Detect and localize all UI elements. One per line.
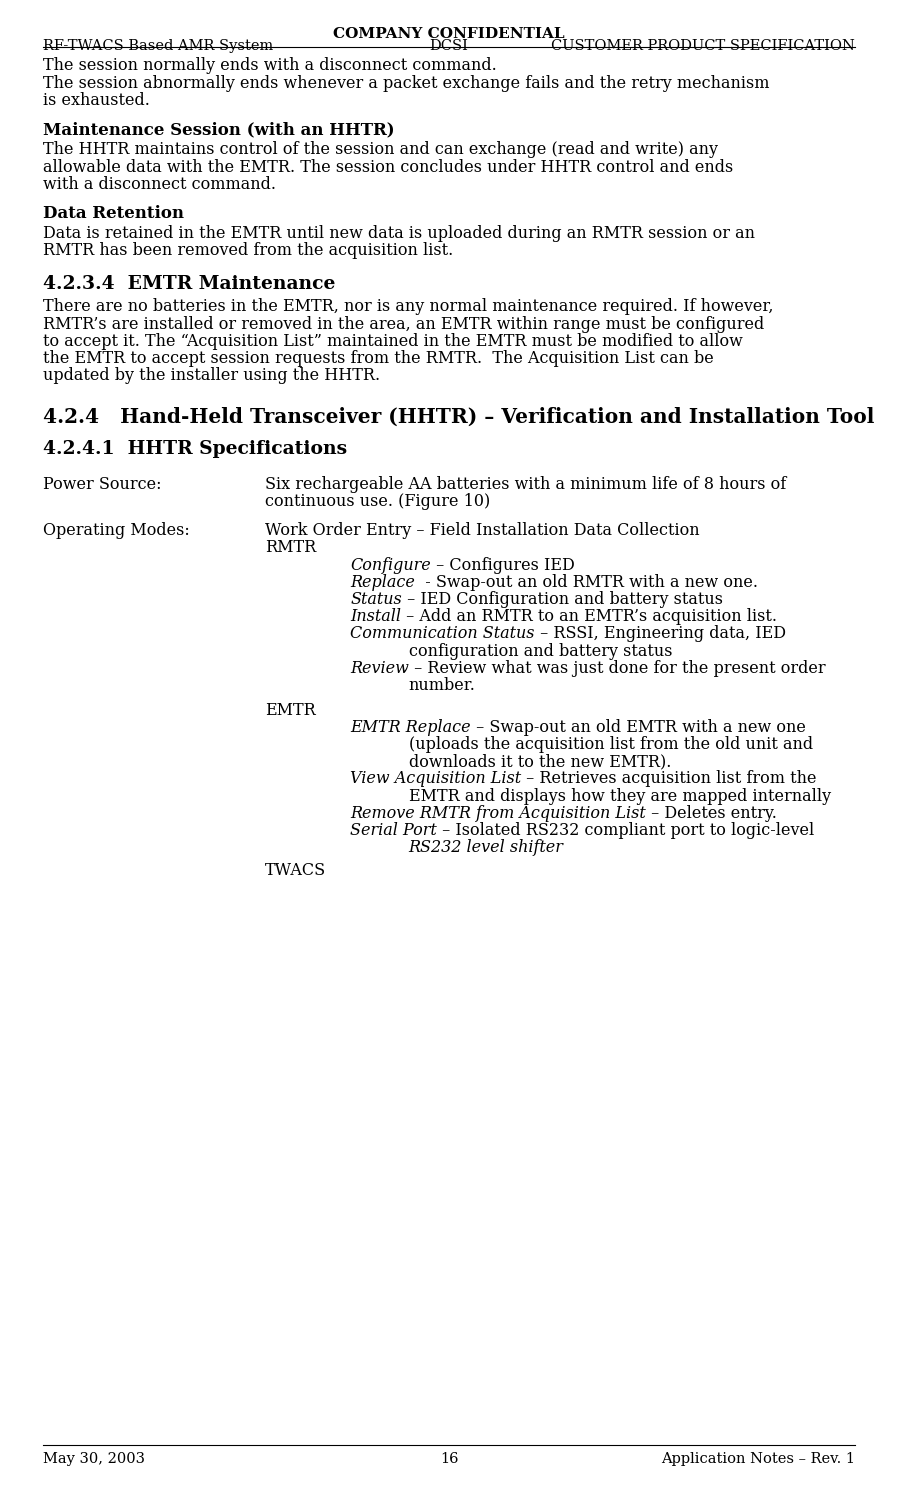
Text: - Swap-out an old RMTR with a new one.: - Swap-out an old RMTR with a new one.	[415, 573, 758, 591]
Text: 4.2.4   Hand-Held Transceiver (HHTR) – Verification and Installation Tool: 4.2.4 Hand-Held Transceiver (HHTR) – Ver…	[43, 407, 875, 426]
Text: View Acquisition List: View Acquisition List	[350, 770, 522, 787]
Text: Data is retained in the EMTR until new data is uploaded during an RMTR session o: Data is retained in the EMTR until new d…	[43, 224, 755, 242]
Text: Communication Status: Communication Status	[350, 625, 534, 642]
Text: Replace: Replace	[350, 573, 415, 591]
Text: Operating Modes:: Operating Modes:	[43, 522, 189, 539]
Text: continuous use. (Figure 10): continuous use. (Figure 10)	[265, 494, 490, 510]
Text: – Deletes entry.: – Deletes entry.	[646, 805, 777, 821]
Text: number.: number.	[409, 676, 475, 694]
Text: – Review what was just done for the present order: – Review what was just done for the pres…	[409, 660, 826, 676]
Text: 4.2.4.1  HHTR Specifications: 4.2.4.1 HHTR Specifications	[43, 440, 348, 458]
Text: – Add an RMTR to an EMTR’s acquisition list.: – Add an RMTR to an EMTR’s acquisition l…	[401, 607, 778, 625]
Text: RMTR has been removed from the acquisition list.: RMTR has been removed from the acquisiti…	[43, 242, 453, 259]
Text: The HHTR maintains control of the session and can exchange (read and write) any: The HHTR maintains control of the sessio…	[43, 142, 718, 159]
Text: Six rechargeable AA batteries with a minimum life of 8 hours of: Six rechargeable AA batteries with a min…	[265, 476, 786, 492]
Text: Maintenance Session (with an HHTR): Maintenance Session (with an HHTR)	[43, 121, 395, 138]
Text: – Retrieves acquisition list from the: – Retrieves acquisition list from the	[522, 770, 817, 787]
Text: Remove RMTR from Acquisition List: Remove RMTR from Acquisition List	[350, 805, 646, 821]
Text: Data Retention: Data Retention	[43, 205, 184, 221]
Text: The session abnormally ends whenever a packet exchange fails and the retry mecha: The session abnormally ends whenever a p…	[43, 75, 770, 91]
Text: CUSTOMER PRODUCT SPECIFICATION: CUSTOMER PRODUCT SPECIFICATION	[551, 39, 855, 52]
Text: Review: Review	[350, 660, 409, 676]
Text: DCSI: DCSI	[429, 39, 469, 52]
Text: – Swap-out an old EMTR with a new one: – Swap-out an old EMTR with a new one	[471, 720, 806, 736]
Text: is exhausted.: is exhausted.	[43, 93, 150, 109]
Text: allowable data with the EMTR. The session concludes under HHTR control and ends: allowable data with the EMTR. The sessio…	[43, 159, 734, 175]
Text: RF-TWACS Based AMR System: RF-TWACS Based AMR System	[43, 39, 273, 52]
Text: EMTR and displays how they are mapped internally: EMTR and displays how they are mapped in…	[409, 787, 831, 805]
Text: The session normally ends with a disconnect command.: The session normally ends with a disconn…	[43, 57, 497, 73]
Text: EMTR: EMTR	[265, 702, 316, 718]
Text: Configure: Configure	[350, 557, 431, 573]
Text: 16: 16	[440, 1451, 458, 1466]
Text: Status: Status	[350, 591, 402, 607]
Text: Install: Install	[350, 607, 401, 625]
Text: configuration and battery status: configuration and battery status	[409, 643, 672, 660]
Text: Serial Port: Serial Port	[350, 823, 437, 839]
Text: – IED Configuration and battery status: – IED Configuration and battery status	[402, 591, 723, 607]
Text: – RSSI, Engineering data, IED: – RSSI, Engineering data, IED	[534, 625, 786, 642]
Text: There are no batteries in the EMTR, nor is any normal maintenance required. If h: There are no batteries in the EMTR, nor …	[43, 299, 773, 316]
Text: – Isolated RS232 compliant port to logic-level: – Isolated RS232 compliant port to logic…	[437, 823, 814, 839]
Text: Work Order Entry – Field Installation Data Collection: Work Order Entry – Field Installation Da…	[265, 522, 700, 539]
Text: TWACS: TWACS	[265, 862, 326, 880]
Text: RS232 level shifter: RS232 level shifter	[409, 839, 563, 856]
Text: May 30, 2003: May 30, 2003	[43, 1451, 145, 1466]
Text: to accept it. The “Acquisition List” maintained in the EMTR must be modified to : to accept it. The “Acquisition List” mai…	[43, 334, 743, 350]
Text: EMTR Replace: EMTR Replace	[350, 720, 471, 736]
Text: – Configures IED: – Configures IED	[431, 557, 575, 573]
Text: Application Notes – Rev. 1: Application Notes – Rev. 1	[661, 1451, 855, 1466]
Text: RMTR: RMTR	[265, 540, 316, 557]
Text: updated by the installer using the HHTR.: updated by the installer using the HHTR.	[43, 368, 380, 384]
Text: Power Source:: Power Source:	[43, 476, 162, 492]
Text: with a disconnect command.: with a disconnect command.	[43, 177, 276, 193]
Text: the EMTR to accept session requests from the RMTR.  The Acquisition List can be: the EMTR to accept session requests from…	[43, 350, 714, 367]
Text: RMTR’s are installed or removed in the area, an EMTR within range must be config: RMTR’s are installed or removed in the a…	[43, 316, 764, 332]
Text: (uploads the acquisition list from the old unit and: (uploads the acquisition list from the o…	[409, 736, 813, 752]
Text: downloads it to the new EMTR).: downloads it to the new EMTR).	[409, 754, 671, 770]
Text: COMPANY CONFIDENTIAL: COMPANY CONFIDENTIAL	[333, 27, 565, 40]
Text: 4.2.3.4  EMTR Maintenance: 4.2.3.4 EMTR Maintenance	[43, 275, 336, 293]
